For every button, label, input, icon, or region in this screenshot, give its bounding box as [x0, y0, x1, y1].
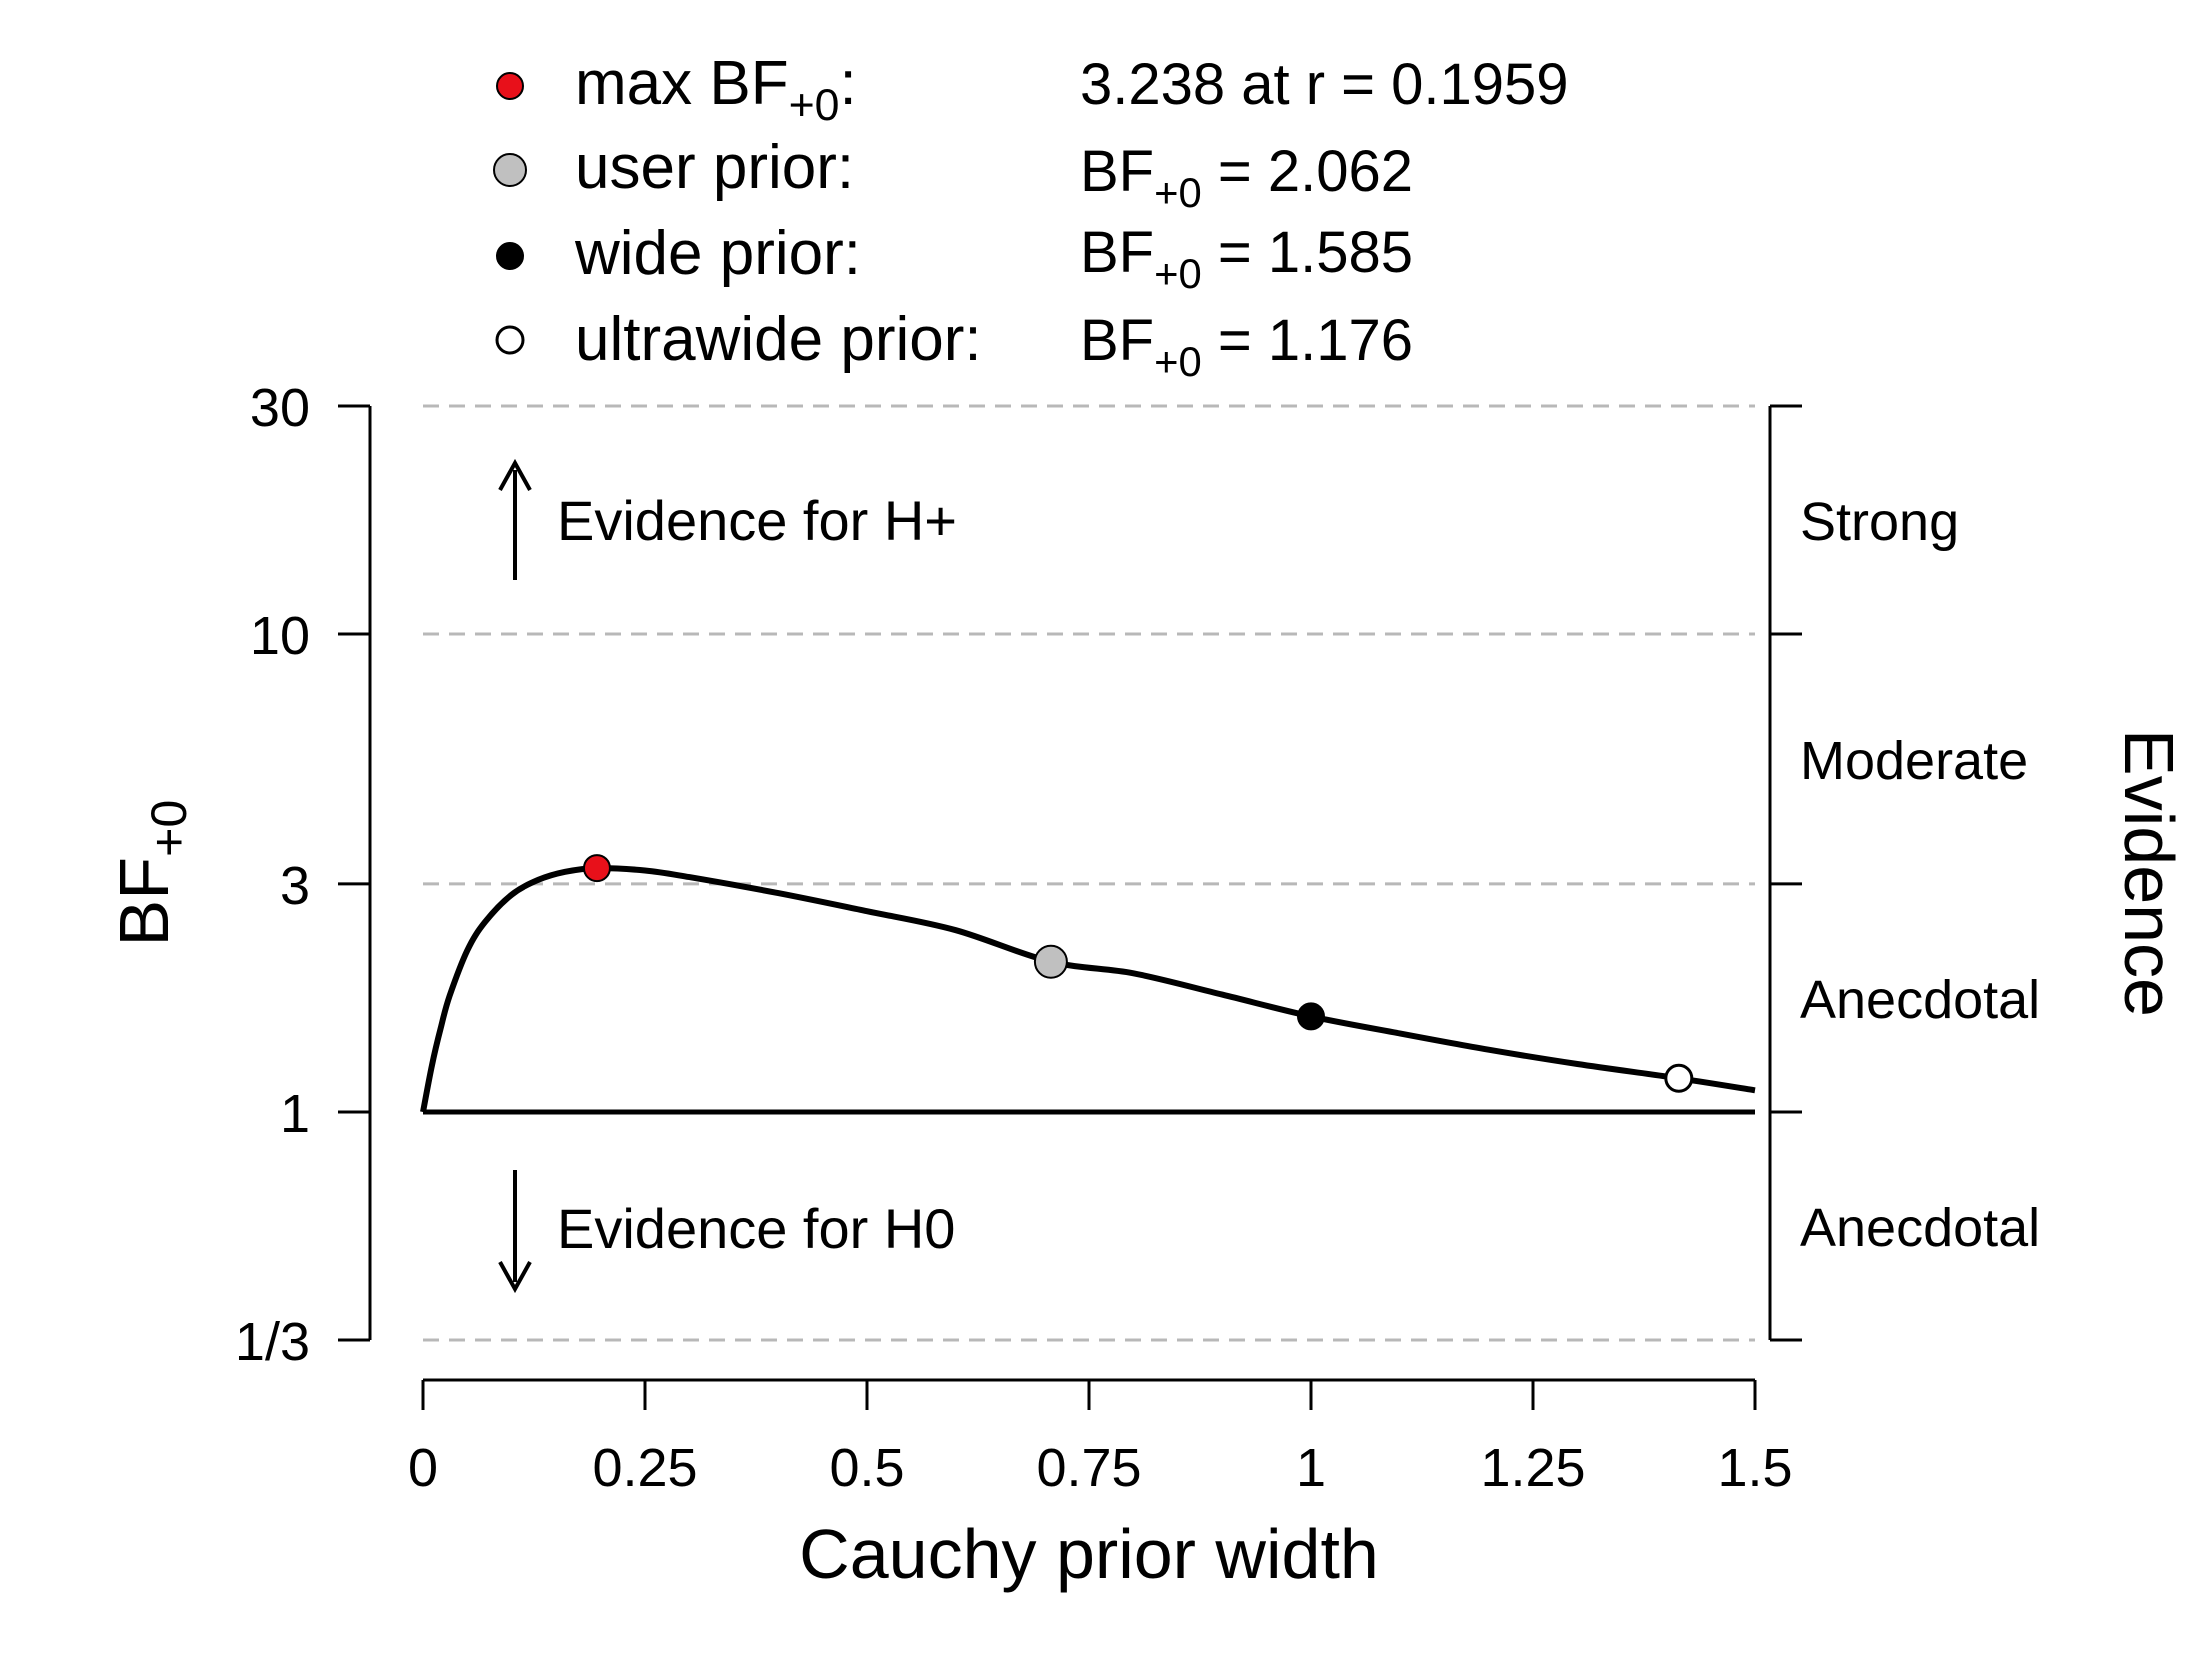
legend-value-max: 3.238 at r = 0.1959: [1080, 52, 1569, 117]
annotation-evidence-h0: Evidence for H0: [557, 1197, 955, 1260]
y-axis-title: BF+0: [105, 800, 197, 947]
x-tick-label-6: 1.5: [1717, 1438, 1792, 1498]
legend-label-wide: wide prior:: [574, 219, 861, 288]
legend-marker-max: [496, 72, 524, 100]
x-tick-label-4: 1: [1296, 1438, 1326, 1498]
y-tick-label-3: 1: [280, 1084, 310, 1144]
legend-value-user: BF+0 = 2.062: [1080, 139, 1413, 216]
legend-label-user: user prior:: [575, 133, 854, 202]
evidence-category-3: Anecdotal: [1800, 1198, 2040, 1258]
legend-marker-ultrawide: [495, 325, 525, 355]
arrow-h-plus: [498, 458, 532, 580]
y-tick-label-2: 3: [280, 856, 310, 916]
x-tick-label-5: 1.25: [1480, 1438, 1585, 1498]
evidence-category-2: Anecdotal: [1800, 970, 2040, 1030]
evidence-category-1: Moderate: [1800, 731, 2028, 791]
y-tick-label-1: 10: [250, 606, 310, 666]
legend-label-ultrawide: ultrawide prior:: [575, 305, 982, 374]
x-ticks-layer: 0 0.25 0.5 0.75 1 1.25 1.5: [408, 1380, 1793, 1498]
y-ticks-layer: 30 10 3 1 1/3: [235, 378, 1802, 1372]
point-max: [582, 854, 611, 883]
annotation-evidence-h-plus: Evidence for H+: [557, 489, 957, 552]
evidence-layer: Strong Moderate Anecdotal Anecdotal: [1800, 492, 2040, 1258]
x-tick-label-2: 0.5: [829, 1438, 904, 1498]
evidence-category-0: Strong: [1800, 492, 1959, 552]
x-tick-label-3: 0.75: [1036, 1438, 1141, 1498]
x-axis-title: Cauchy prior width: [799, 1515, 1379, 1593]
x-tick-label-0: 0: [408, 1438, 438, 1498]
points-layer: [582, 854, 1694, 1093]
bf-curve: [420, 865, 1756, 1113]
point-ultrawide: [1664, 1063, 1694, 1093]
y-tick-label-0: 30: [250, 378, 310, 438]
legend: max BF+0: 3.238 at r = 0.1959 user prior…: [493, 49, 1569, 385]
legend-label-max: max BF+0:: [575, 49, 857, 130]
legend-marker-wide: [496, 242, 524, 270]
point-user: [1033, 944, 1068, 979]
legend-value-ultrawide: BF+0 = 1.176: [1080, 308, 1413, 385]
arrow-h0: [498, 1170, 532, 1294]
grid-layer: [423, 404, 1755, 1342]
legend-marker-user: [493, 153, 527, 187]
legend-value-wide: BF+0 = 1.585: [1080, 220, 1413, 297]
evidence-axis-title: Evidence: [2110, 729, 2188, 1017]
point-wide: [1297, 1002, 1325, 1031]
x-tick-label-1: 0.25: [592, 1438, 697, 1498]
y-tick-label-4: 1/3: [235, 1312, 310, 1372]
